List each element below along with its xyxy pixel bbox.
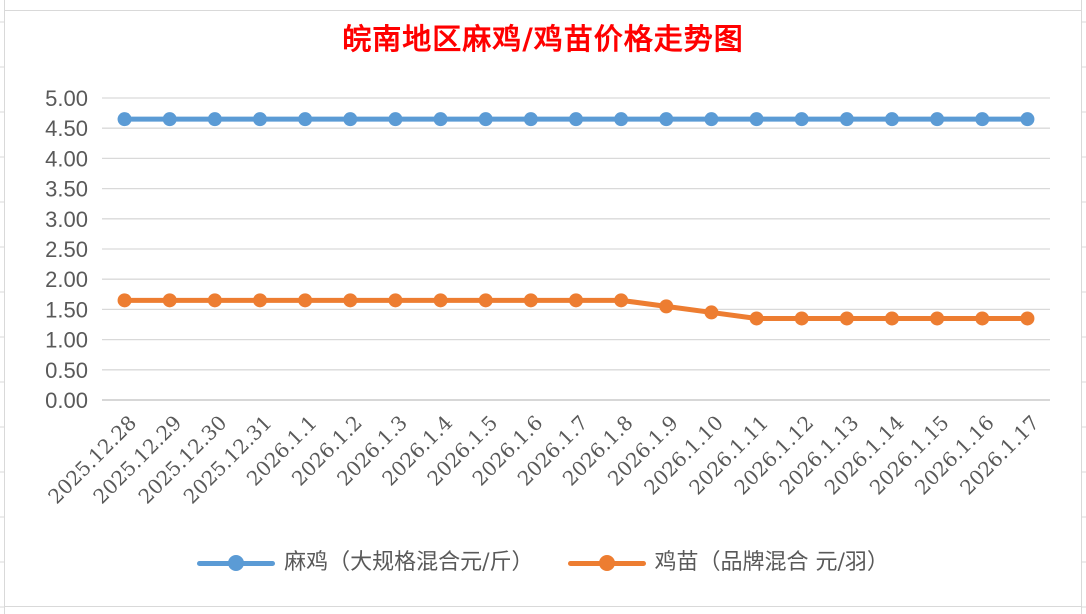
- data-point: [930, 112, 945, 127]
- sheet-row-ticks-right: [1082, 0, 1086, 614]
- data-point: [614, 112, 629, 127]
- data-point: [1020, 112, 1035, 127]
- data-point: [523, 112, 538, 127]
- chart-title: 皖南地区麻鸡/鸡苗价格走势图: [342, 22, 744, 56]
- legend-item-chick: 鸡苗（品牌混合 元/羽）: [567, 550, 889, 575]
- data-point: [162, 112, 177, 127]
- data-point: [253, 112, 267, 127]
- data-point: [207, 293, 222, 308]
- data-point: [614, 293, 629, 308]
- data-point: [704, 305, 719, 320]
- y-axis-label: 4.00: [45, 146, 88, 171]
- data-point: [930, 311, 945, 326]
- y-axis-label: 3.00: [45, 207, 88, 232]
- chart-legend: 麻鸡（大规格混合元/斤） 鸡苗（品牌混合 元/羽）: [0, 552, 1086, 574]
- data-point: [749, 112, 764, 127]
- data-point: [569, 293, 583, 308]
- legend-label-chick: 鸡苗（品牌混合 元/羽）: [654, 550, 889, 575]
- legend-item-mahchicken: 麻鸡（大规格混合元/斤）: [197, 550, 534, 575]
- data-point: [433, 293, 448, 308]
- data-point: [885, 311, 899, 326]
- legend-marker-orange: [567, 555, 646, 571]
- chart-frame-right: [1081, 0, 1082, 614]
- data-point: [207, 112, 222, 127]
- data-point: [885, 112, 899, 127]
- data-point: [162, 293, 177, 308]
- data-point: [794, 311, 809, 326]
- data-point: [298, 293, 313, 308]
- y-axis-label: 0.50: [45, 358, 88, 383]
- data-point: [343, 293, 358, 308]
- data-point: [298, 112, 313, 127]
- y-axis-label: 1.50: [45, 297, 88, 322]
- data-point: [388, 293, 403, 308]
- data-point: [253, 293, 267, 308]
- y-axis-label: 5.00: [45, 86, 88, 111]
- data-point: [569, 112, 583, 127]
- y-axis-label: 3.50: [45, 177, 88, 202]
- data-point: [117, 112, 132, 127]
- data-point: [388, 112, 403, 127]
- y-axis-label: 2.50: [45, 237, 88, 262]
- data-point: [839, 112, 854, 127]
- data-point: [1020, 311, 1035, 326]
- y-axis-label: 4.50: [45, 116, 88, 141]
- legend-marker-blue: [197, 555, 276, 571]
- data-point: [975, 311, 990, 326]
- data-point: [523, 293, 538, 308]
- y-axis-label: 0.00: [45, 388, 88, 413]
- data-point: [704, 112, 719, 127]
- y-axis-label: 2.00: [45, 267, 88, 292]
- data-point: [433, 112, 448, 127]
- data-point: [478, 293, 493, 308]
- chart-frame-bottom: [4, 606, 1082, 607]
- data-point: [975, 112, 990, 127]
- data-point: [659, 112, 674, 127]
- data-point: [794, 112, 809, 127]
- data-point: [839, 311, 854, 326]
- y-axis-label: 1.00: [45, 328, 88, 353]
- legend-label-mahchicken: 麻鸡（大规格混合元/斤）: [284, 550, 534, 575]
- data-point: [117, 293, 132, 308]
- data-point: [659, 299, 674, 314]
- data-point: [343, 112, 358, 127]
- sheet-row-ticks-left: [0, 0, 4, 614]
- data-point: [478, 112, 493, 127]
- chart-frame-left: [4, 0, 5, 614]
- chart-frame-top: [4, 10, 1082, 11]
- data-point: [749, 311, 764, 326]
